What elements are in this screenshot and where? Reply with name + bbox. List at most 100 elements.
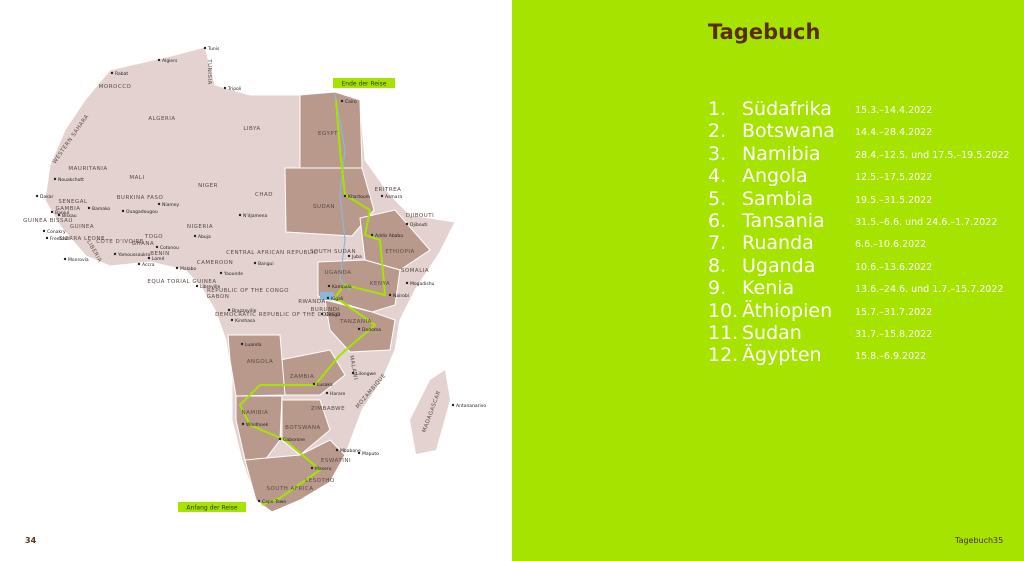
city-label: Mogadishu [410,281,435,287]
city-label: Bissau [62,213,77,219]
entry-number: 12. [708,344,739,367]
city-dot [357,327,361,331]
entry-dates: 10.6.–13.6.2022 [855,261,933,273]
city-label: Dakar [40,194,54,200]
city-label: Asmara [385,194,402,200]
city-dot [347,254,351,258]
country-label: MOROCCO [99,84,132,90]
city-dot [121,209,125,213]
city-dot [155,245,159,249]
footer-label: Tagebuch [955,536,994,545]
city-label: Bangui [258,261,274,267]
city-dot [240,342,244,346]
entry-country: Kenia [742,277,795,300]
city-label: Juba [351,254,362,260]
country-label: ZAMBIA [290,374,314,380]
city-dot [343,194,347,198]
entry-dates: 14.4.–28.4.2022 [855,127,933,139]
entry-country: Sudan [742,322,802,344]
lake-victoria [320,292,334,300]
city-dot [257,499,261,503]
city-dot [53,177,57,181]
country-label: NIGER [198,183,218,189]
country-label: BENIN [150,251,170,257]
entry-country: Südafrika [742,98,832,120]
entry-number: 4. [708,165,727,188]
city-label: Maseru [315,466,332,472]
botswana [281,399,331,456]
entry-country: Botswana [742,120,835,143]
country-label: MALAWI [348,355,358,381]
city-dot [175,266,179,270]
city-label: Khartoum [348,194,370,200]
city-dot [50,210,54,214]
city-dot [63,257,67,261]
city-label: Maputo [362,451,379,457]
city-label: Conakry [47,229,66,235]
country-label: CENTRAL AFRICAN REPUBLIC [226,250,318,256]
country-label: SUDAN [313,204,335,210]
country-label: MALI [129,175,144,181]
city-dot [335,448,339,452]
city-label: Djibouti [410,222,427,228]
country-label: ANGOLA [247,359,273,365]
entry-dates: 15.3.–14.4.2022 [855,105,933,116]
country-label: SIERRA LEONE [59,236,105,242]
city-label: Monrovia [68,257,89,263]
entry-number: 1. [708,98,727,120]
country-label: BURUNDI [310,307,339,313]
entry-country: Sambia [742,187,814,210]
entry-number: 9. [708,277,727,300]
entry-country: Ruanda [742,232,814,255]
south-africa [244,439,346,513]
city-dot [310,466,314,470]
page-number: 35 [993,536,1004,545]
country-label: KENYA [370,281,390,287]
africa-map: Ende der Reise Anfang der Reise TUNISIA M… [23,46,486,513]
city-dot [241,422,245,426]
city-label: Cotonou [160,245,179,251]
country-label: SOUTH AFRICA [266,486,313,492]
city-dot [340,99,344,103]
city-dot [203,46,207,50]
city-dot [42,229,46,233]
country-label: ETHIOPIA [385,249,415,255]
country-label: DJIBOUTI [406,213,435,219]
entry-dates: 31.7.–15.8.2022 [855,329,933,340]
city-label: Yaounde [223,271,243,277]
city-label: Cape Town [262,499,286,505]
city-label: Nairobi [393,293,409,299]
city-dot [320,312,324,316]
left-page: Ende der Reise Anfang der Reise TUNISIA M… [23,46,487,545]
country-label: DEMOCRATIC REPUBLIC OF THE CONGO [215,312,341,318]
ethiopia [359,209,431,271]
city-dot [357,451,361,455]
tanzania [324,299,396,353]
city-dot [238,213,242,217]
city-label: Kampala [332,284,352,290]
entry-country: Tansania [742,210,825,232]
country-label: SOMALIA [401,268,429,274]
city-dot [87,206,91,210]
city-dot [253,261,257,265]
city-label: Abuja [198,234,211,240]
city-dot [405,281,409,285]
city-dot [325,391,329,395]
city-dot [219,271,223,275]
country-label: SENEGAL [58,199,88,205]
city-label: Luanda [245,342,262,348]
end-label: Ende der Reise [342,81,387,88]
entry-number: 2. [708,120,727,143]
entry-dates: 13.6.–24.6. und 1.7.–15.7.2022 [855,284,1004,296]
city-label: Malabo [180,266,197,272]
entry-country: Namibia [742,142,821,165]
city-label: Rabat [115,71,128,77]
city-label: Antananarivo [456,403,486,409]
country-label: GAMBIA [56,206,81,212]
city-label: N'djamena [243,213,267,219]
entry-country: Uganda [742,254,816,277]
city-label: Kinshasa [235,318,255,324]
country-label: NIGERIA [187,224,213,230]
city-label: Windhoek [246,422,269,428]
